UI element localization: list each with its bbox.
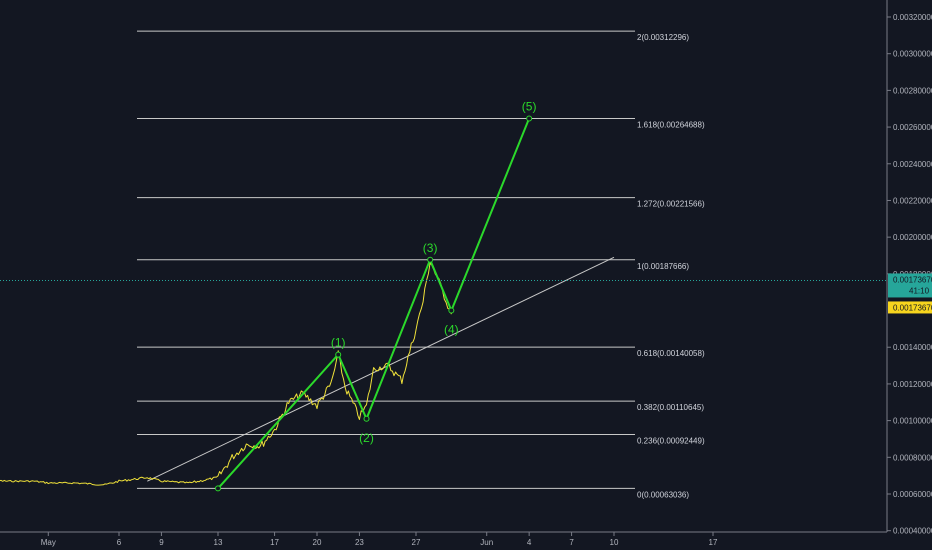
y-tick-label-4: 0.00240000 — [893, 160, 932, 169]
x-tick-label-2: 9 — [159, 538, 164, 547]
wave-point-4 — [448, 307, 455, 314]
fib-label-7: 0(0.00063036) — [637, 490, 689, 499]
fib-label-1: 1.618(0.00264688) — [637, 120, 705, 129]
wave-label-1: (1) — [331, 336, 346, 350]
x-tick-label-0: May — [41, 538, 56, 547]
y-tick-label-0: 0.00320000 — [893, 13, 932, 22]
fib-label-5: 0.382(0.00110645) — [637, 403, 704, 412]
ask-price-tag — [888, 301, 932, 314]
y-tick-label-3: 0.00260000 — [893, 123, 932, 132]
y-tick-label-11: 0.00080000 — [893, 453, 932, 462]
y-tick-label-9: 0.00120000 — [893, 380, 932, 389]
y-axis: 0.00320000 0.00300000 0.00280000 0.00260000… — [886, 0, 932, 536]
fib-label-4: 0.618(0.00140058) — [637, 349, 705, 358]
wave-point-1 — [335, 351, 342, 358]
fibonacci-levels: 2(0.00312296) 1.618(0.00264688) 1.272(0.00… — [137, 30, 705, 499]
x-tick-label-10: 7 — [569, 538, 574, 547]
wave-label-5: (5) — [522, 99, 537, 113]
fib-label-2: 1.272(0.00221566) — [637, 200, 705, 209]
x-tick-label-12: 17 — [709, 538, 718, 547]
wave-point-0 — [215, 485, 221, 492]
x-tick-label-8: Jun — [480, 538, 493, 547]
bar-countdown: 41:10 — [909, 286, 930, 295]
x-tick-label-1: 6 — [117, 538, 122, 547]
y-tick-label-10: 0.00100000 — [893, 417, 932, 426]
x-tick-label-4: 17 — [270, 538, 279, 547]
x-tick-label-11: 10 — [610, 538, 619, 547]
y-tick-label-6: 0.00200000 — [893, 233, 932, 242]
y-tick-label-5: 0.00220000 — [893, 196, 932, 205]
x-tick-label-6: 23 — [355, 538, 364, 547]
y-tick-label-8: 0.00140000 — [893, 343, 932, 352]
wave-label-4: (4) — [444, 323, 459, 337]
wave-point-5 — [526, 115, 533, 122]
ask-price-value: 0.00173670 — [893, 303, 932, 312]
fib-label-6: 0.236(0.00092449) — [637, 436, 705, 445]
y-tick-label-12: 0.00060000 — [893, 490, 932, 499]
fib-label-0: 2(0.00312296) — [637, 33, 689, 42]
price-series — [0, 262, 452, 486]
wave-path — [217, 118, 531, 490]
wave-point-3 — [427, 256, 434, 263]
last-price-tag — [888, 273, 932, 298]
wave-point-2 — [363, 415, 370, 422]
y-tick-label-1: 0.00300000 — [893, 50, 932, 59]
elliott-wave: (1) (2) (3) (4) (5) — [215, 99, 537, 492]
fib-label-3: 1(0.00187666) — [637, 262, 689, 271]
x-tick-label-3: 13 — [214, 538, 223, 547]
y-tick-label-2: 0.00280000 — [893, 86, 932, 95]
price-line — [0, 262, 452, 486]
wave-label-3: (3) — [423, 241, 438, 255]
wave-label-2: (2) — [359, 431, 374, 445]
y-tick-label-13: 0.00040000 — [893, 527, 932, 536]
x-tick-label-5: 20 — [313, 538, 322, 547]
x-axis: May 6 9 13 17 20 23 27 Jun 4 7 10 17 — [0, 531, 887, 547]
x-tick-label-7: 27 — [412, 538, 421, 547]
price-tags: 0.00173670 41:10 0.00173670 — [0, 273, 932, 314]
last-price-value: 0.00173670 — [893, 275, 932, 284]
x-tick-label-9: 4 — [527, 538, 532, 547]
